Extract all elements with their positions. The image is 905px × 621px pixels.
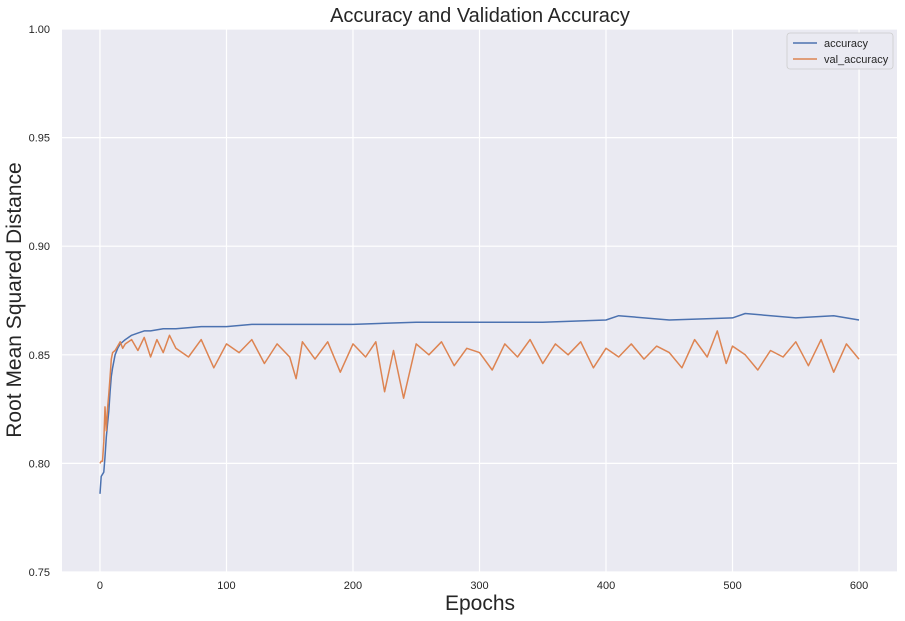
x-tick-label: 400 — [597, 580, 615, 592]
x-axis-title: Epochs — [445, 592, 515, 615]
y-tick-labels: 0.75 0.80 0.85 0.90 0.95 1.00 — [29, 24, 50, 579]
legend-label: accuracy — [824, 38, 869, 50]
x-tick-label: 200 — [344, 580, 362, 592]
series-line-accuracy — [99, 312, 860, 494]
y-axis-title: Root Mean Squared Distance — [3, 162, 26, 438]
series-group — [99, 312, 860, 494]
y-tick-label: 0.85 — [29, 350, 50, 362]
y-tick-label: 0.95 — [29, 133, 50, 145]
x-tick-label: 0 — [97, 580, 103, 592]
x-tick-labels: 0 100 200 300 400 500 600 — [97, 580, 868, 592]
x-tick-label: 600 — [850, 580, 868, 592]
y-tick-label: 1.00 — [29, 24, 50, 36]
series-line-val_accuracy — [99, 330, 860, 464]
x-tick-label: 500 — [723, 580, 741, 592]
legend-box — [786, 32, 894, 70]
y-tick-label: 0.80 — [29, 458, 50, 470]
x-tick-label: 100 — [217, 580, 235, 592]
legend: accuracy val_accuracy — [786, 32, 894, 70]
chart-title: Accuracy and Validation Accuracy — [330, 5, 630, 27]
x-tick-label: 300 — [470, 580, 488, 592]
y-tick-label: 0.90 — [29, 241, 50, 253]
legend-label: val_accuracy — [824, 54, 889, 66]
grid — [62, 28, 897, 573]
y-tick-label: 0.75 — [29, 567, 50, 579]
